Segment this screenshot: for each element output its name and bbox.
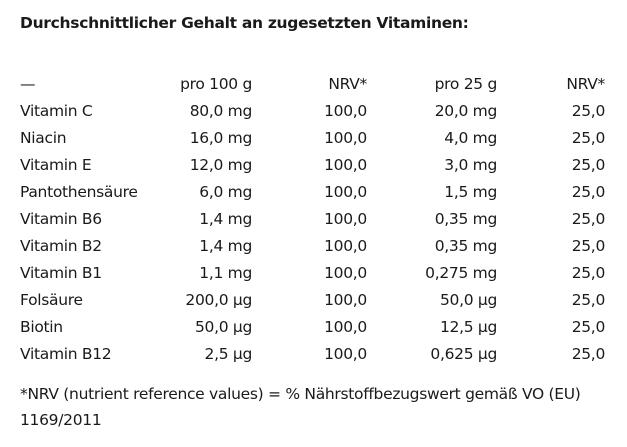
header-nrv-25g: NRV* [566,74,605,93]
per-100g-cell: 200,0 µg [185,290,252,309]
nrv-100g-cell: 100,0 [324,209,367,228]
table-row: Folsäure 200,0 µg 100,0 50,0 µg 25,0 [20,286,605,313]
per-25g-cell: 0,35 mg [434,209,498,228]
nrv-100g-cell: 100,0 [324,236,367,255]
table-row: Niacin 16,0 mg 100,0 4,0 mg 25,0 [20,124,605,151]
per-100g-cell: 1,4 mg [199,236,252,255]
table-body: Vitamin C 80,0 mg 100,0 20,0 mg 25,0 Niacin 16… [20,97,605,367]
nrv-100g-cell: 100,0 [324,101,367,120]
header-nrv-100g: NRV* [328,74,367,93]
nrv-100g-cell: 100,0 [324,155,367,174]
table-row: Pantothensäure 6,0 mg 100,0 1,5 mg 25,0 [20,178,605,205]
per-25g-cell: 0,275 mg [425,263,497,282]
nrv-25g-cell: 25,0 [571,344,606,363]
nrv-25g-cell: 25,0 [571,155,606,174]
document-heading: Durchschnittlicher Gehalt an zugesetzten… [20,14,469,32]
per-25g-cell: 12,5 µg [439,317,497,336]
vitamin-name-cell: Pantothensäure [20,182,138,201]
per-25g-cell: 4,0 mg [444,128,497,147]
header-name: — [20,74,36,93]
per-100g-cell: 12,0 mg [189,155,253,174]
header-per-100g: pro 100 g [180,74,252,93]
per-25g-cell: 0,35 mg [434,236,498,255]
vitamin-name-cell: Vitamin C [20,101,93,120]
vitamin-name-cell: Folsäure [20,290,83,309]
per-100g-cell: 80,0 mg [189,101,253,120]
vitamin-table: — pro 100 g NRV* pro 25 g NRV* Vitamin C… [20,70,605,367]
footnote: *NRV (nutrient reference values) = % Näh… [20,385,581,429]
nrv-100g-cell: 100,0 [324,263,367,282]
per-100g-cell: 50,0 µg [194,317,252,336]
nrv-25g-cell: 25,0 [571,317,606,336]
per-100g-cell: 1,1 mg [199,263,252,282]
nrv-100g-cell: 100,0 [324,290,367,309]
per-25g-cell: 1,5 mg [444,182,497,201]
vitamin-name-cell: Vitamin B1 [20,263,102,282]
nrv-25g-cell: 25,0 [571,263,606,282]
vitamin-name-cell: Biotin [20,317,63,336]
nrv-25g-cell: 25,0 [571,290,606,309]
per-25g-cell: 20,0 mg [434,101,498,120]
table-row: Vitamin B6 1,4 mg 100,0 0,35 mg 25,0 [20,205,605,232]
vitamin-name-cell: Vitamin B2 [20,236,102,255]
vitamin-name-cell: Vitamin B12 [20,344,112,363]
table-row: Vitamin B12 2,5 µg 100,0 0,625 µg 25,0 [20,340,605,367]
nrv-25g-cell: 25,0 [571,182,606,201]
table-row: Biotin 50,0 µg 100,0 12,5 µg 25,0 [20,313,605,340]
per-25g-cell: 0,625 µg [430,344,497,363]
vitamin-name-cell: Vitamin B6 [20,209,102,228]
nrv-100g-cell: 100,0 [324,344,367,363]
per-25g-cell: 3,0 mg [444,155,497,174]
nrv-25g-cell: 25,0 [571,209,606,228]
nrv-25g-cell: 25,0 [571,128,606,147]
nrv-25g-cell: 25,0 [571,236,606,255]
vitamin-name-cell: Vitamin E [20,155,92,174]
table-row: Vitamin E 12,0 mg 100,0 3,0 mg 25,0 [20,151,605,178]
per-25g-cell: 50,0 µg [439,290,497,309]
per-100g-cell: 6,0 mg [199,182,252,201]
table-row: Vitamin C 80,0 mg 100,0 20,0 mg 25,0 [20,97,605,124]
table-row: Vitamin B2 1,4 mg 100,0 0,35 mg 25,0 [20,232,605,259]
nrv-25g-cell: 25,0 [571,101,606,120]
nrv-100g-cell: 100,0 [324,317,367,336]
per-100g-cell: 16,0 mg [189,128,253,147]
table-row: Vitamin B1 1,1 mg 100,0 0,275 mg 25,0 [20,259,605,286]
vitamin-name-cell: Niacin [20,128,67,147]
per-100g-cell: 2,5 µg [204,344,253,363]
nrv-100g-cell: 100,0 [324,128,367,147]
table-header-row: — pro 100 g NRV* pro 25 g NRV* [20,70,605,97]
header-per-25g: pro 25 g [434,74,498,93]
nrv-100g-cell: 100,0 [324,182,367,201]
per-100g-cell: 1,4 mg [199,209,252,228]
